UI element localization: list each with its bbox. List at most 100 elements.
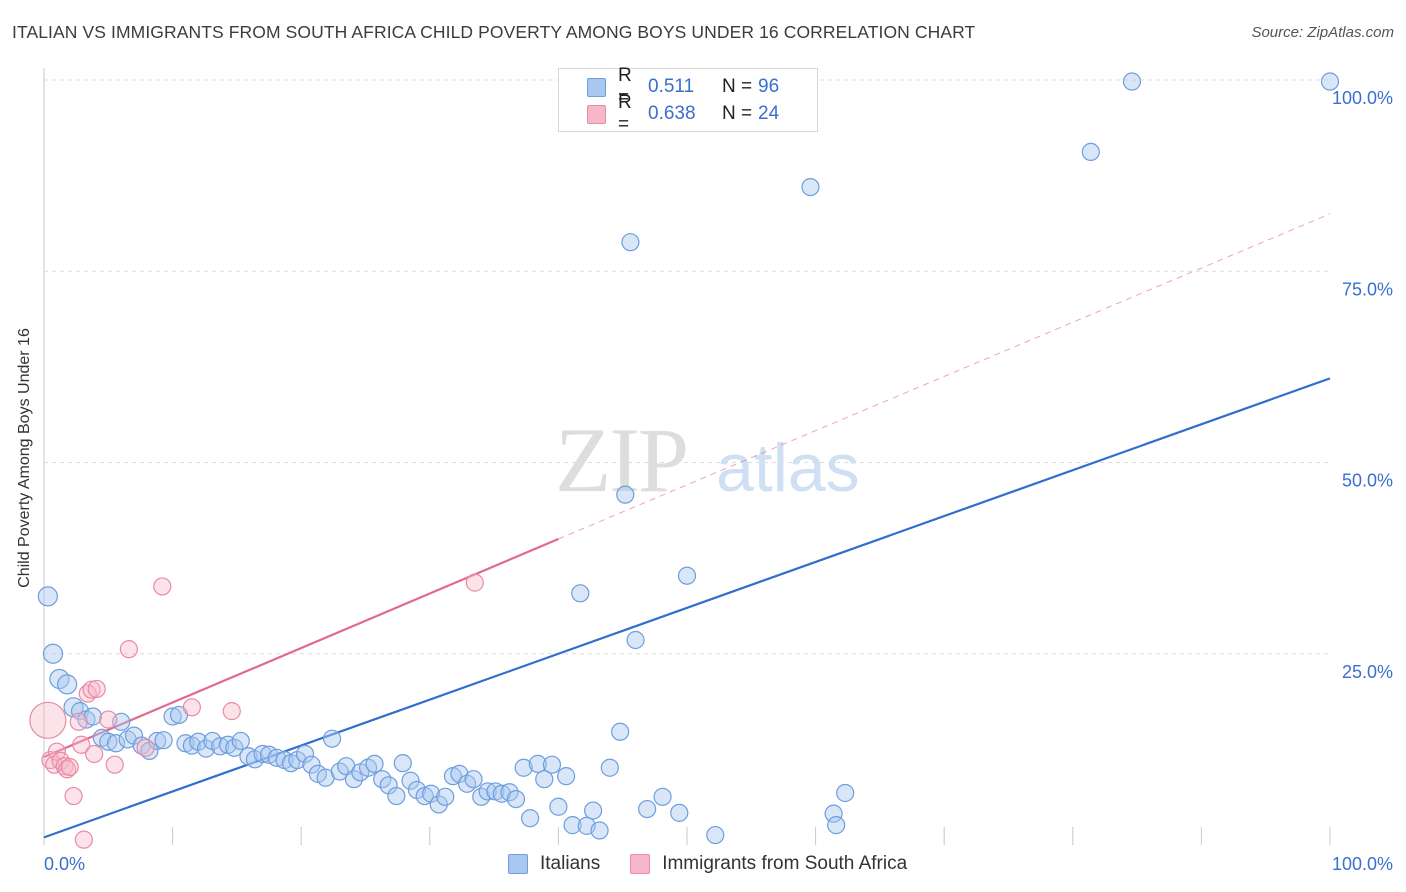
r-label: R = xyxy=(618,92,632,135)
italians-point xyxy=(563,816,582,835)
italians-point xyxy=(492,784,511,803)
italians-point xyxy=(1081,142,1100,162)
italians-point xyxy=(401,771,420,790)
italians-point xyxy=(824,804,843,823)
italians-point xyxy=(1122,72,1142,91)
legend-label-south-africa: Immigrants from South Africa xyxy=(662,853,908,874)
n-value: 24 xyxy=(758,103,780,124)
italians-trend-line xyxy=(43,377,1331,839)
r-value: 0.638 xyxy=(648,103,696,124)
south-africa-point xyxy=(153,577,172,596)
italians-point xyxy=(514,758,533,777)
italians-point xyxy=(621,233,640,252)
south-africa-point xyxy=(82,680,101,699)
y-axis-label: Child Poverty Among Boys Under 16 xyxy=(16,328,33,588)
italians-point xyxy=(253,744,272,764)
italians-point xyxy=(322,729,342,748)
italians-point xyxy=(590,821,609,840)
italians-point xyxy=(387,786,406,806)
italians-point xyxy=(37,586,58,607)
italians-point xyxy=(535,770,554,789)
italians-point xyxy=(189,732,208,751)
italians-point xyxy=(83,707,102,726)
x-tick-label: 0.0% xyxy=(44,854,85,874)
legend-item-south-africa[interactable]: Immigrants from South Africa xyxy=(630,853,907,875)
watermark: ZIP atlas xyxy=(555,409,860,511)
italians-point xyxy=(521,809,540,828)
italians-point xyxy=(549,797,568,816)
series-legend: Italians Immigrants from South Africa xyxy=(508,852,937,876)
y-tick-label: 50.0% xyxy=(1342,471,1393,491)
r-value: 0.511 xyxy=(648,76,695,97)
italians-point xyxy=(225,738,244,757)
italians-point xyxy=(528,754,547,774)
south-africa-point xyxy=(58,760,77,779)
italians-point xyxy=(1320,72,1340,91)
italians-point xyxy=(344,770,364,789)
italians-point xyxy=(653,787,672,806)
y-tick-label: 25.0% xyxy=(1342,662,1393,682)
south-africa-point xyxy=(119,640,138,659)
legend-item-italians[interactable]: Italians xyxy=(508,853,600,875)
y-tick-label: 75.0% xyxy=(1342,279,1393,299)
r-label: R = xyxy=(618,65,632,108)
italians-point xyxy=(600,758,619,777)
italians-point xyxy=(616,485,635,504)
italians-point xyxy=(670,803,689,822)
south-africa-point xyxy=(87,679,106,699)
south-africa-swatch xyxy=(587,104,606,124)
italians-point xyxy=(464,770,483,789)
italians-point xyxy=(99,732,118,751)
south-africa-point xyxy=(69,712,88,731)
south-africa-point xyxy=(465,573,484,592)
italians-point xyxy=(124,726,144,745)
italians-point xyxy=(302,755,321,774)
italians-swatch xyxy=(508,854,528,874)
italians-point xyxy=(231,731,250,751)
italians-point xyxy=(450,764,469,783)
n-label: N = xyxy=(722,76,753,97)
chart-title: ITALIAN VS IMMIGRANTS FROM SOUTH AFRICA … xyxy=(12,22,976,42)
y-tick-label: 100.0% xyxy=(1332,88,1393,108)
italians-point xyxy=(677,566,697,585)
south-africa-point xyxy=(60,757,79,777)
italians-point xyxy=(365,754,384,774)
italians-point xyxy=(557,767,576,786)
x-tick-label: 100.0% xyxy=(1332,854,1393,874)
italians-point xyxy=(106,734,126,753)
south-africa-point xyxy=(72,735,91,754)
watermark-zip: ZIP xyxy=(555,409,687,511)
south-africa-point xyxy=(74,830,93,849)
italians-point xyxy=(584,801,603,820)
italians-point xyxy=(611,722,630,741)
italians-point xyxy=(436,787,455,806)
italians-point xyxy=(626,630,645,650)
italians-point xyxy=(457,774,477,793)
italians-point xyxy=(638,799,657,819)
correlation-legend: R = 0.511 N = 96 R = 0.638 N = 24 xyxy=(558,65,818,135)
legend-row-italians: R = 0.511 N = 96 xyxy=(587,65,780,108)
south-africa-point xyxy=(85,744,104,764)
italians-point xyxy=(154,731,173,750)
south-africa-swatch xyxy=(630,854,651,874)
italians-point xyxy=(571,584,590,603)
south-africa-point xyxy=(55,757,74,776)
italians-point xyxy=(827,816,846,835)
italians-point xyxy=(801,178,820,197)
south-africa-point xyxy=(105,755,124,774)
south-africa-point xyxy=(47,742,66,761)
italians-point xyxy=(706,825,725,845)
italians-point xyxy=(500,783,519,802)
south-africa-point xyxy=(29,701,67,739)
legend-row-south-africa: R = 0.638 N = 24 xyxy=(587,92,780,135)
italians-point xyxy=(57,674,78,695)
watermark-atlas: atlas xyxy=(716,430,860,506)
legend-label-italians: Italians xyxy=(540,853,601,874)
italians-point xyxy=(295,744,315,764)
italians-point xyxy=(211,737,230,756)
south-africa-trend-extension xyxy=(558,213,1331,540)
italians-swatch xyxy=(587,77,606,97)
n-value: 96 xyxy=(758,76,780,97)
italians-point xyxy=(393,754,412,773)
south-africa-point xyxy=(136,738,155,757)
